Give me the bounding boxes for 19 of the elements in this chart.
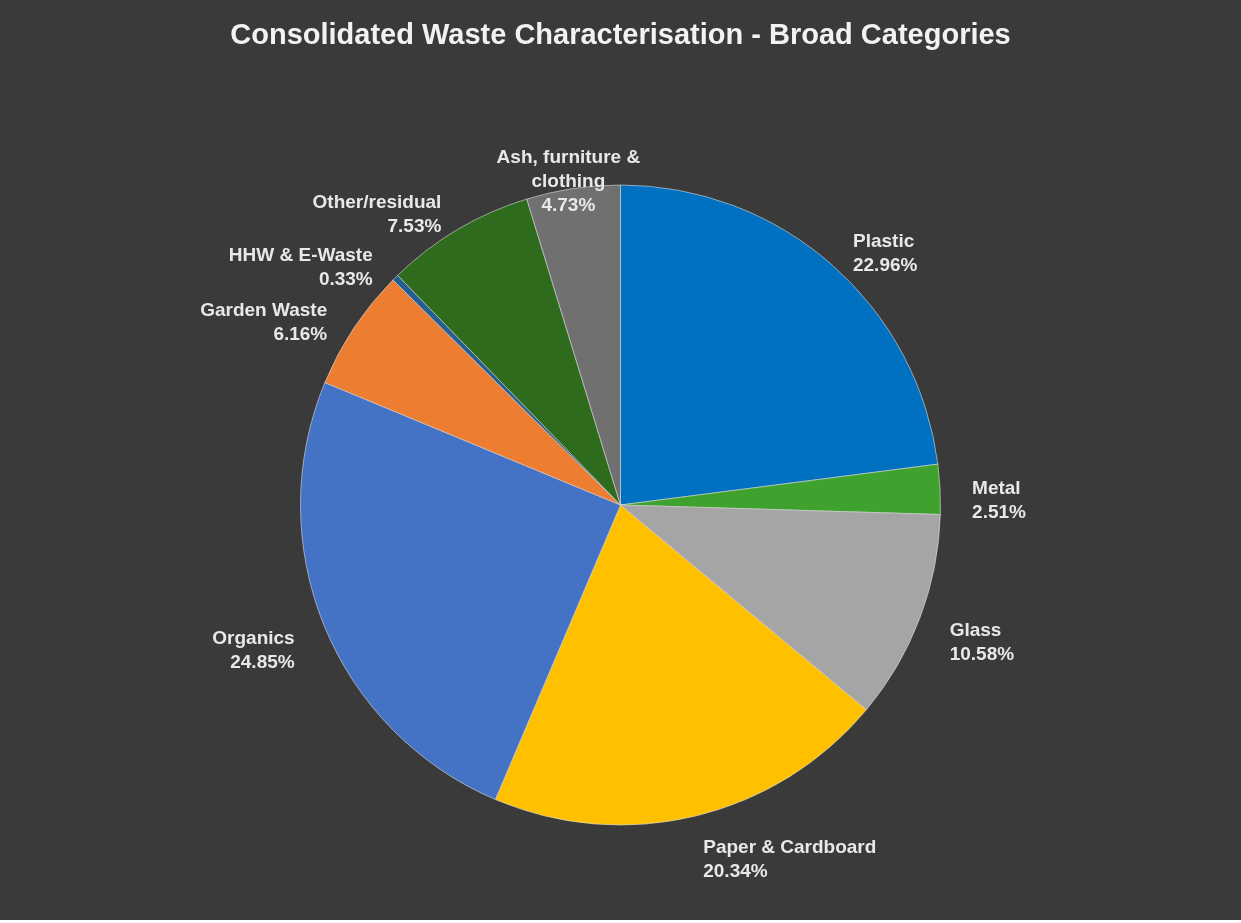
slice-label: Garden Waste <box>200 299 328 321</box>
slice-label: Glass <box>949 618 1002 640</box>
slice-label: Metal <box>972 476 1021 498</box>
slice-label: Organics <box>212 627 295 649</box>
slice-label: Plastic <box>852 229 915 251</box>
data-label: 4.73% <box>541 193 596 215</box>
chart-title: Consolidated Waste Characterisation - Broad Categories <box>230 18 1011 50</box>
data-label: 6.16% <box>273 323 328 345</box>
data-label: 2.51% <box>972 500 1027 522</box>
data-label: 7.53% <box>387 214 442 236</box>
data-label: 22.96% <box>852 253 918 275</box>
data-label: 20.34% <box>703 860 768 882</box>
data-label: 0.33% <box>318 267 373 289</box>
slice-label: Ash, furniture & clothing <box>496 145 641 191</box>
slice-label: HHW & E-Waste <box>228 243 373 265</box>
slice-label: Other/residual <box>312 190 442 212</box>
slice-label: Paper & Cardboard <box>703 836 877 858</box>
data-label: 24.85% <box>230 651 295 673</box>
data-label: 10.58% <box>949 642 1015 664</box>
